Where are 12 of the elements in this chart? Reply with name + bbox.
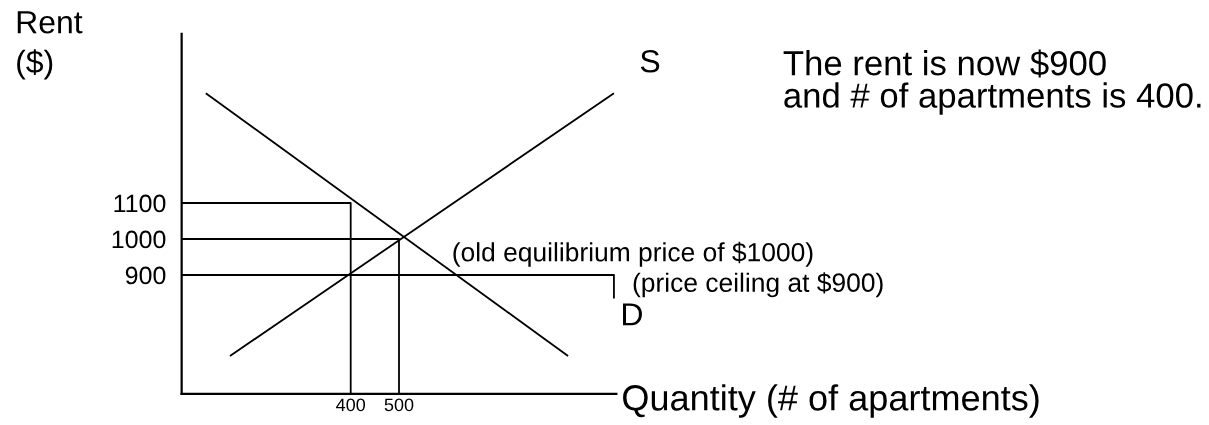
y-axis-title: Rent ($) (17, 11, 83, 80)
x-tick-label: 500 (384, 398, 414, 412)
text: The rent is now $900 and # of apartments is 400. (783, 49, 1201, 115)
annotation: (price ceiling at $900) (633, 272, 883, 298)
x-axis-title: Quantity (# of apartments) (623, 384, 1039, 418)
annotation: (old equilibrium price of $1000) (453, 241, 813, 267)
x-tick-label: 400 (336, 398, 366, 412)
series-label: D (623, 303, 642, 326)
y-tick-label: 900 (125, 266, 166, 285)
y-tick-label: 1100 (114, 194, 166, 213)
y-tick-label: 1000 (112, 230, 166, 249)
series-label: S (640, 49, 660, 73)
